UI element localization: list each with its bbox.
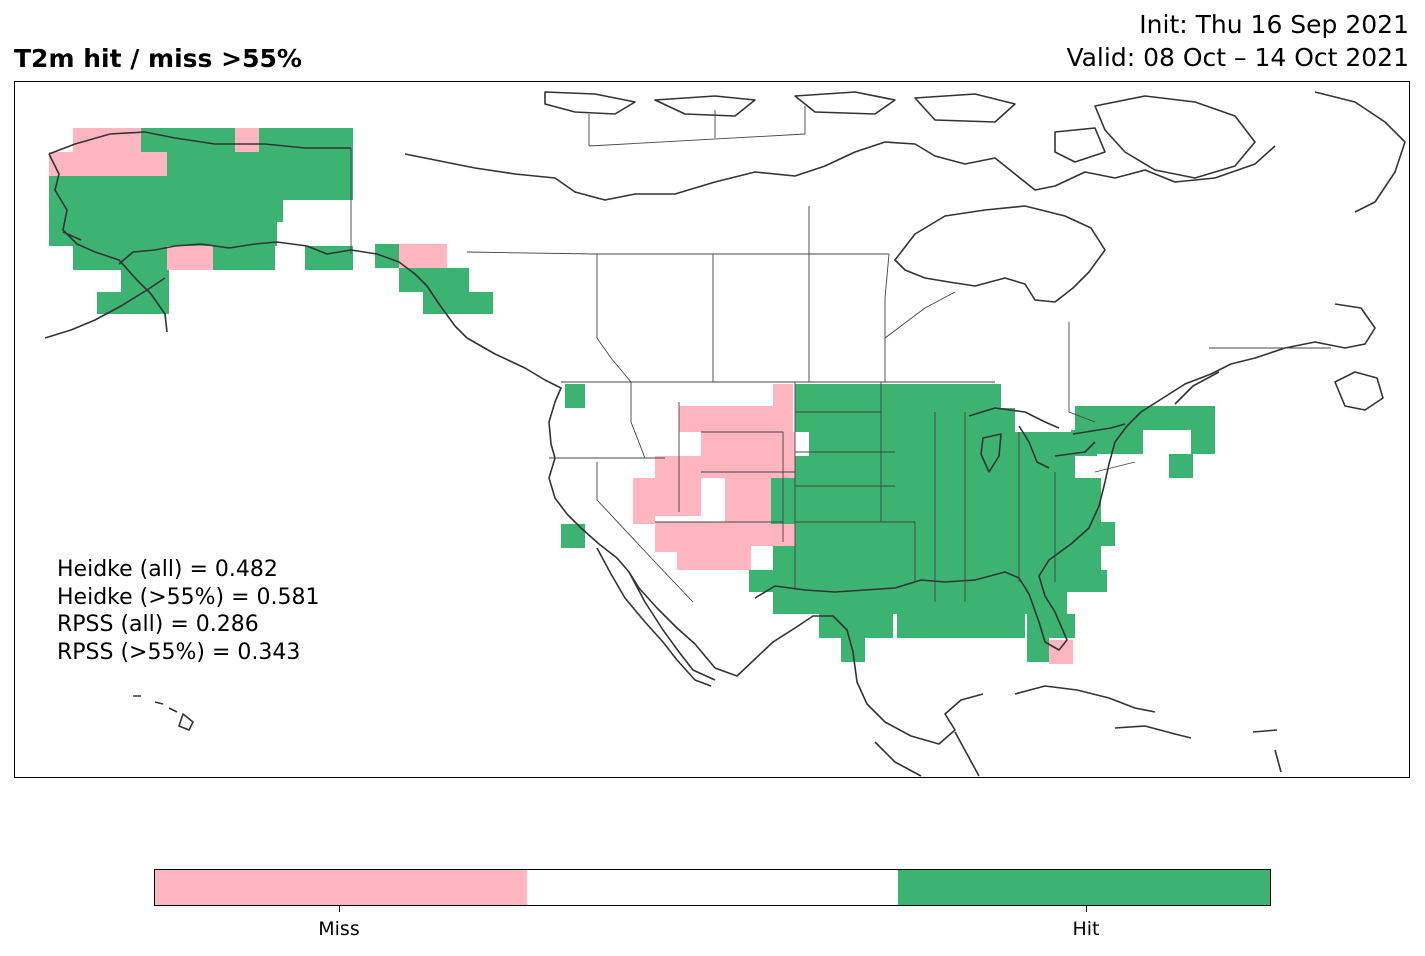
hit-cell bbox=[795, 522, 1115, 546]
colorbar-hit-segment bbox=[898, 870, 1271, 905]
colorbar-miss-segment bbox=[155, 870, 527, 905]
valid-period: Valid: 08 Oct – 14 Oct 2021 bbox=[1066, 43, 1409, 72]
hit-cell bbox=[167, 222, 277, 246]
miss-cell bbox=[701, 432, 795, 478]
miss-cell bbox=[167, 246, 213, 270]
hit-cell bbox=[213, 246, 275, 270]
heidke-all-score: Heidke (all) = 0.482 bbox=[57, 557, 278, 582]
baja-california bbox=[628, 571, 716, 681]
rpss-gt55-score: RPSS (>55%) = 0.343 bbox=[57, 639, 301, 665]
miss-cell bbox=[633, 478, 655, 524]
miss-cell bbox=[49, 152, 167, 176]
east-coast bbox=[1104, 303, 1376, 483]
miss-cell bbox=[235, 128, 259, 152]
hit-cell bbox=[305, 246, 353, 270]
score-box: Heidke (all) = 0.482 Heidke (>55%) = 0.5… bbox=[57, 556, 320, 666]
hit-cell bbox=[375, 244, 399, 268]
hit-cell bbox=[897, 614, 1025, 638]
arctic-islands bbox=[544, 91, 1406, 213]
hudson-bay bbox=[894, 205, 1106, 303]
hit-cell bbox=[1071, 430, 1143, 454]
colorbar-label-hit: Hit bbox=[1072, 918, 1100, 940]
map-panel bbox=[14, 81, 1410, 778]
heidke-gt55-score: Heidke (>55%) = 0.581 bbox=[57, 584, 320, 610]
miss-cell bbox=[773, 384, 793, 432]
gulf-coast bbox=[714, 481, 1106, 745]
miss-cell bbox=[725, 478, 773, 524]
hit-cell bbox=[773, 546, 1101, 570]
hit-cell bbox=[897, 592, 1067, 614]
miss-cell bbox=[701, 522, 795, 546]
hit-cell bbox=[1165, 406, 1215, 430]
hit-cell bbox=[565, 384, 585, 408]
colorbar-label-miss: Miss bbox=[318, 918, 360, 940]
rpss-all-score: RPSS (all) = 0.286 bbox=[57, 612, 259, 637]
miss-cell bbox=[783, 432, 795, 478]
hit-cell bbox=[399, 268, 469, 292]
map-title: T2m hit / miss >55% bbox=[14, 44, 302, 73]
hit-cell bbox=[819, 614, 893, 638]
forecast-grid-cells bbox=[49, 128, 1215, 664]
hit-cell bbox=[795, 384, 1001, 408]
hit-cell bbox=[1169, 454, 1193, 478]
colorbar bbox=[154, 869, 1271, 906]
miss-cell bbox=[1049, 640, 1073, 664]
hit-cell bbox=[167, 152, 353, 176]
west-coast bbox=[466, 337, 716, 687]
caribbean-islands bbox=[1014, 685, 1282, 773]
hit-cell bbox=[49, 200, 283, 222]
miss-cell bbox=[655, 456, 701, 516]
hit-cell bbox=[49, 176, 353, 200]
newfoundland bbox=[1334, 371, 1384, 411]
alaska-coastline bbox=[44, 131, 468, 339]
hit-cell bbox=[121, 270, 169, 294]
miss-cell bbox=[677, 546, 751, 570]
hawaii bbox=[133, 695, 194, 731]
arctic-coast bbox=[404, 141, 1276, 201]
hit-cell bbox=[773, 592, 897, 614]
map-canvas bbox=[44, 91, 1406, 777]
miss-cell bbox=[679, 406, 773, 432]
hit-cell bbox=[1027, 638, 1049, 662]
miss-cell bbox=[399, 244, 447, 268]
hit-cell bbox=[771, 478, 1101, 524]
political-borders bbox=[350, 106, 1331, 603]
hit-cell bbox=[423, 292, 493, 314]
colorbar-neutral-segment bbox=[526, 870, 899, 905]
hit-cell bbox=[1027, 614, 1075, 638]
central-america bbox=[874, 731, 980, 777]
miss-cell bbox=[73, 128, 141, 152]
hit-cell bbox=[1191, 430, 1215, 454]
great-lakes bbox=[968, 407, 1126, 473]
init-date: Init: Thu 16 Sep 2021 bbox=[1139, 10, 1409, 39]
colorbar-tick-miss bbox=[339, 906, 340, 912]
colorbar-tick-hit bbox=[1086, 906, 1087, 912]
coastlines-and-borders bbox=[44, 91, 1406, 777]
